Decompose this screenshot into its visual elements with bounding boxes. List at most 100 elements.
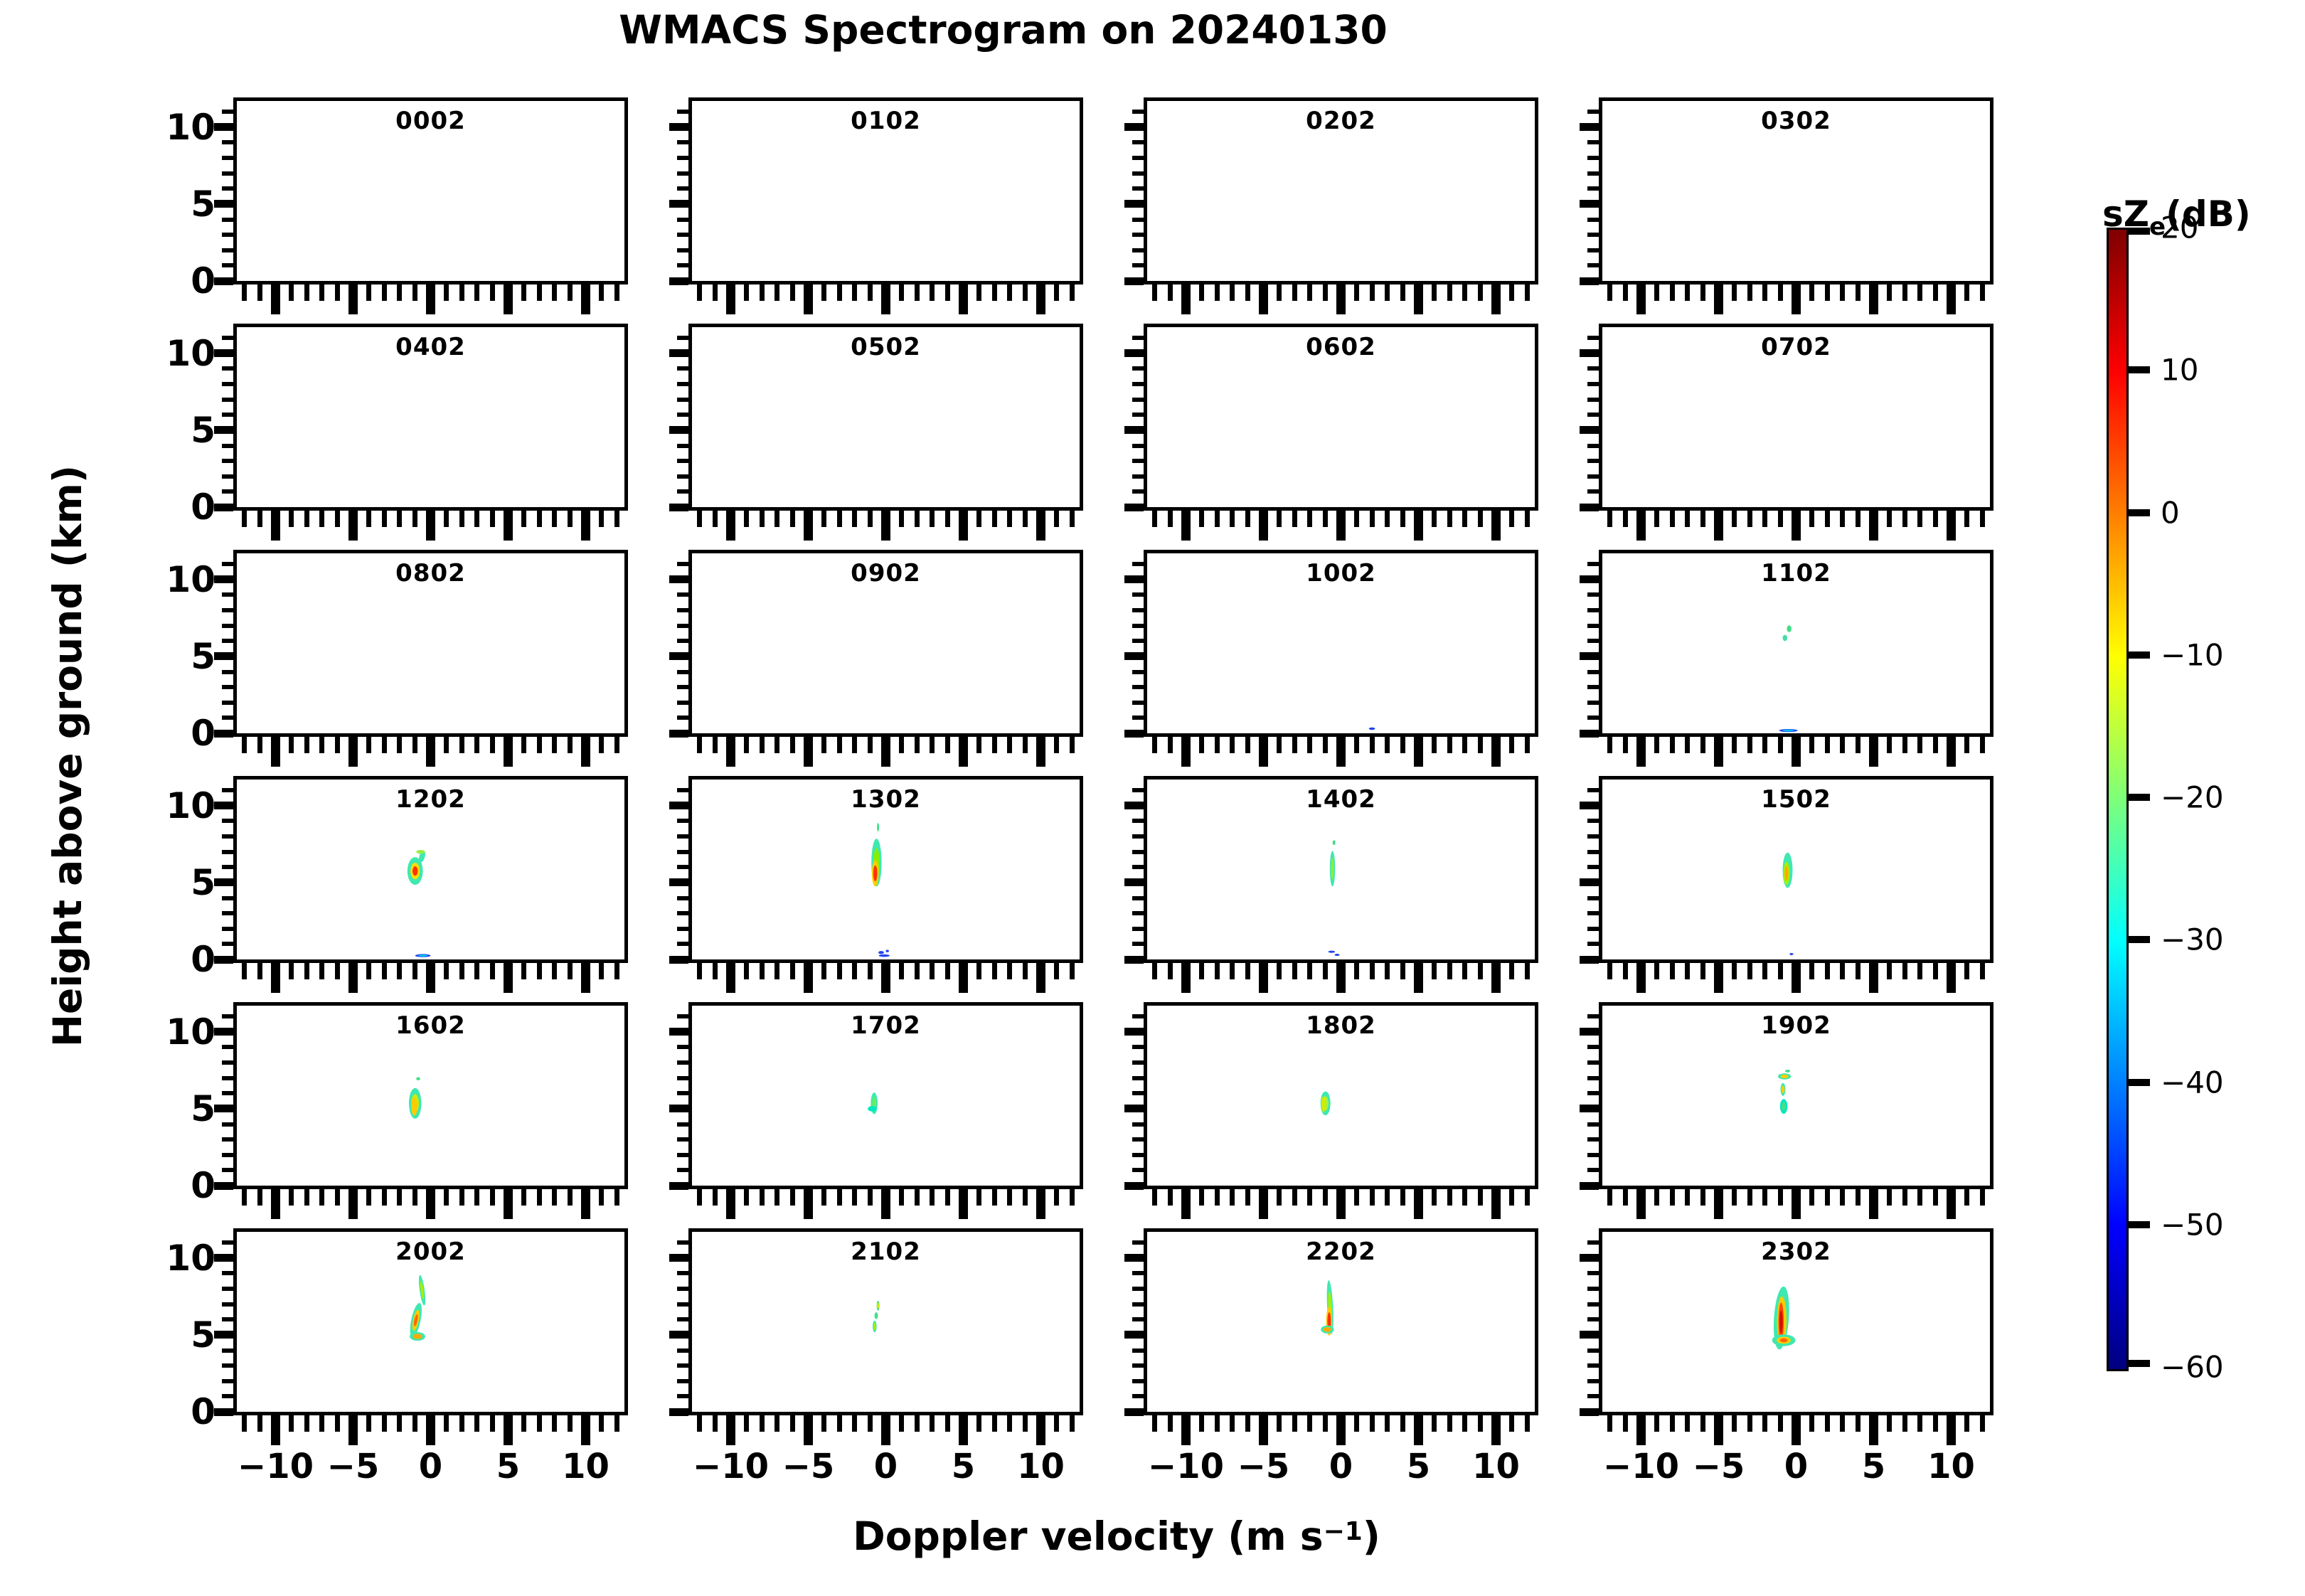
spectrogram-panel: 2102 −10 −5 0 5 10 bbox=[669, 1228, 1083, 1486]
x-minor-tick bbox=[1400, 1189, 1406, 1206]
x-minor-tick bbox=[1964, 963, 1969, 979]
y-minor-tick bbox=[1587, 156, 1599, 160]
x-minor-tick bbox=[1307, 511, 1313, 527]
x-minor-tick bbox=[759, 1189, 765, 1206]
x-minor-tick bbox=[930, 1415, 935, 1432]
spectral-blob-layer bbox=[1782, 634, 1788, 642]
y-minor-tick bbox=[677, 1045, 688, 1050]
x-minor-tick bbox=[914, 1189, 920, 1206]
y-major-tick bbox=[669, 1254, 688, 1262]
x-minor-tick bbox=[743, 511, 749, 527]
x-major-tick bbox=[1792, 511, 1801, 541]
colorbar-label-prefix: sZ bbox=[2102, 193, 2150, 235]
x-minor-tick bbox=[836, 511, 842, 527]
panel-time-label: 0502 bbox=[851, 333, 921, 361]
blob-canvas bbox=[1782, 852, 1794, 955]
x-minor-tick bbox=[1276, 1415, 1282, 1432]
y-minor-tick bbox=[1132, 834, 1144, 839]
x-minor-tick bbox=[713, 1415, 718, 1432]
y-tick-label: 5 bbox=[191, 1314, 215, 1356]
y-minor-tick bbox=[677, 1348, 688, 1353]
x-major-tick bbox=[1259, 1415, 1268, 1445]
x-minor-tick bbox=[743, 1189, 749, 1206]
x-minor-tick bbox=[836, 737, 842, 753]
x-minor-tick bbox=[1824, 963, 1830, 979]
x-major-tick bbox=[348, 963, 358, 993]
x-minor-tick bbox=[335, 1189, 341, 1206]
spectral-blob-layer bbox=[1781, 1102, 1787, 1111]
x-minor-tick bbox=[1886, 737, 1892, 753]
y-major-tick bbox=[1580, 652, 1599, 661]
spectral-blob-layer bbox=[420, 1281, 425, 1300]
x-minor-tick bbox=[1964, 1415, 1969, 1432]
y-major-tick bbox=[214, 802, 233, 810]
spectrogram-panel: 1102 bbox=[1580, 550, 1993, 767]
x-minor-tick bbox=[366, 511, 371, 527]
y-minor-tick bbox=[677, 171, 688, 176]
y-minor-tick bbox=[1587, 562, 1599, 567]
y-minor-tick bbox=[677, 1091, 688, 1096]
spectral-blob-layer bbox=[1328, 950, 1336, 953]
y-minor-tick bbox=[222, 171, 233, 176]
x-major-tick bbox=[1491, 511, 1501, 541]
blob-canvas bbox=[1147, 101, 1535, 281]
y-major-tick bbox=[1124, 955, 1144, 964]
y-minor-tick bbox=[1132, 1363, 1144, 1368]
x-minor-tick bbox=[1747, 1415, 1752, 1432]
y-minor-tick bbox=[1132, 942, 1144, 947]
x-minor-tick bbox=[1230, 1415, 1235, 1432]
x-minor-tick bbox=[743, 1415, 749, 1432]
x-minor-tick bbox=[1886, 1189, 1892, 1206]
x-minor-tick bbox=[1917, 737, 1923, 753]
x-minor-tick bbox=[697, 737, 703, 753]
y-minor-tick bbox=[222, 1271, 233, 1276]
x-minor-tick bbox=[1731, 737, 1737, 753]
x-minor-tick bbox=[1023, 284, 1028, 301]
x-minor-tick bbox=[568, 1415, 573, 1432]
y-minor-tick bbox=[677, 895, 688, 900]
y-tick-label: 0 bbox=[191, 1165, 215, 1206]
y-minor-tick bbox=[677, 1152, 688, 1157]
x-minor-tick bbox=[1731, 1189, 1737, 1206]
x-major-tick bbox=[804, 963, 813, 993]
x-minor-tick bbox=[1023, 737, 1028, 753]
y-major-tick bbox=[214, 503, 233, 511]
y-minor-tick bbox=[677, 1302, 688, 1307]
x-major-tick bbox=[804, 1189, 813, 1219]
x-minor-tick bbox=[868, 737, 873, 753]
x-minor-tick bbox=[1478, 511, 1484, 527]
x-minor-tick bbox=[1669, 1189, 1675, 1206]
y-minor-tick bbox=[1132, 1394, 1144, 1399]
panel-time-label: 2002 bbox=[395, 1238, 466, 1266]
x-minor-tick bbox=[1168, 511, 1173, 527]
x-minor-tick bbox=[319, 284, 325, 301]
y-minor-tick bbox=[1587, 263, 1599, 268]
x-minor-tick bbox=[552, 1189, 558, 1206]
x-major-tick bbox=[1181, 511, 1191, 541]
x-minor-tick bbox=[1607, 511, 1613, 527]
x-major-tick bbox=[1792, 737, 1801, 767]
panel-time-label: 0602 bbox=[1306, 333, 1376, 361]
spectral-blob-layer bbox=[1327, 1312, 1331, 1330]
y-major-tick bbox=[669, 955, 688, 964]
x-minor-tick bbox=[1023, 511, 1028, 527]
y-major-tick bbox=[1124, 878, 1144, 887]
y-minor-tick bbox=[1587, 233, 1599, 238]
x-major-tick bbox=[1869, 1415, 1878, 1445]
y-minor-tick bbox=[1587, 1060, 1599, 1065]
x-minor-tick bbox=[1669, 511, 1675, 527]
y-minor-tick bbox=[222, 248, 233, 252]
y-minor-tick bbox=[677, 700, 688, 705]
x-minor-tick bbox=[474, 511, 480, 527]
x-minor-tick bbox=[1856, 1189, 1861, 1206]
x-minor-tick bbox=[1964, 284, 1969, 301]
x-minor-tick bbox=[1369, 284, 1375, 301]
y-minor-tick bbox=[1132, 171, 1144, 176]
x-minor-tick bbox=[1979, 1189, 1985, 1206]
x-minor-tick bbox=[1654, 1189, 1659, 1206]
x-minor-tick bbox=[1886, 1415, 1892, 1432]
x-minor-tick bbox=[1964, 1189, 1969, 1206]
x-minor-tick bbox=[852, 1189, 858, 1206]
x-major-tick bbox=[1636, 1189, 1646, 1219]
spectral-blob-layer bbox=[1779, 1310, 1783, 1334]
